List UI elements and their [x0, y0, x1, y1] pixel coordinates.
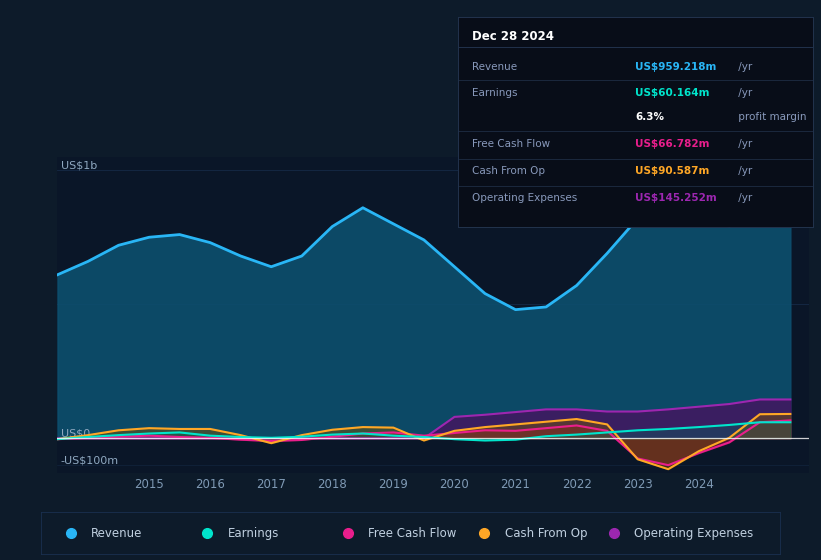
Text: Cash From Op: Cash From Op [472, 166, 545, 176]
Text: Operating Expenses: Operating Expenses [635, 527, 754, 540]
Text: Earnings: Earnings [228, 527, 279, 540]
Text: Earnings: Earnings [472, 88, 518, 99]
Text: profit margin: profit margin [735, 111, 806, 122]
Text: /yr: /yr [735, 166, 752, 176]
Text: Cash From Op: Cash From Op [505, 527, 588, 540]
Text: Dec 28 2024: Dec 28 2024 [472, 30, 554, 43]
Text: US$0: US$0 [61, 428, 89, 438]
Text: -US$100m: -US$100m [61, 455, 119, 465]
Text: US$145.252m: US$145.252m [635, 193, 718, 203]
Text: Free Cash Flow: Free Cash Flow [369, 527, 456, 540]
Text: US$66.782m: US$66.782m [635, 139, 710, 149]
Text: 6.3%: 6.3% [635, 111, 664, 122]
Text: US$959.218m: US$959.218m [635, 62, 717, 72]
Text: US$90.587m: US$90.587m [635, 166, 710, 176]
Text: US$60.164m: US$60.164m [635, 88, 710, 99]
Text: /yr: /yr [735, 88, 752, 99]
Text: /yr: /yr [735, 62, 752, 72]
Text: /yr: /yr [735, 193, 752, 203]
Text: US$1b: US$1b [61, 160, 97, 170]
Text: Revenue: Revenue [472, 62, 517, 72]
Text: /yr: /yr [735, 139, 752, 149]
Text: Free Cash Flow: Free Cash Flow [472, 139, 550, 149]
Text: Revenue: Revenue [91, 527, 143, 540]
Text: Operating Expenses: Operating Expenses [472, 193, 577, 203]
